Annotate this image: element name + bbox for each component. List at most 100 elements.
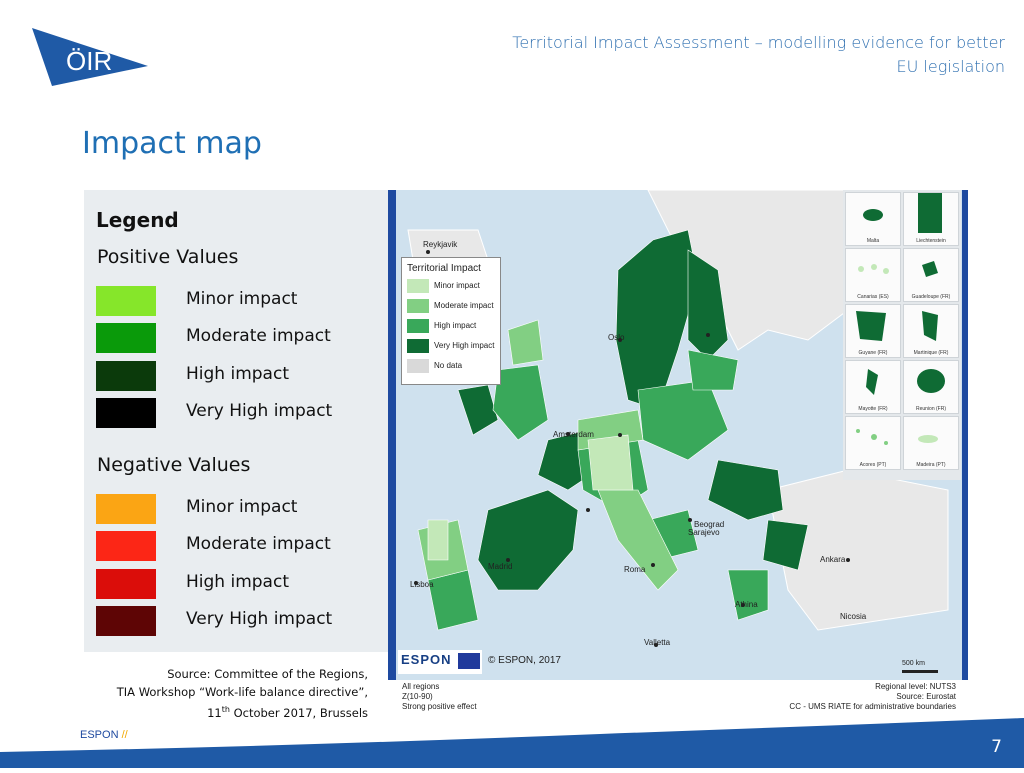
page-number: 7 (991, 737, 1002, 757)
map-legend-label: High impact (434, 321, 477, 330)
legend-row-positive-high: High impact (96, 361, 386, 393)
city-label-beograd: Beograd (694, 520, 725, 529)
city-label-athina: Athina (735, 600, 758, 609)
legend-label: Very High impact (186, 609, 333, 629)
inset-acores: Acores (PT) (845, 416, 901, 470)
source-date-suffix: th (221, 705, 230, 714)
legend-swatch (96, 361, 156, 391)
oir-logo: ÖIR (30, 26, 150, 88)
map-footer-text: Z(10-90) (402, 692, 433, 701)
presentation-title-line1: Territorial Impact Assessment – modellin… (512, 33, 1005, 52)
map-legend-row: No data (407, 359, 499, 375)
source-line: TIA Workshop “Work-life balance directiv… (116, 684, 368, 699)
legend-swatch (96, 531, 156, 561)
city-label-oslo: Oslo (608, 333, 625, 342)
slide-title: Impact map (82, 126, 262, 161)
city-label-reykjavik: Reykjavik (423, 240, 458, 249)
positive-values-heading: Positive Values (97, 246, 239, 268)
city-label-madrid: Madrid (488, 562, 513, 571)
negative-values-heading: Negative Values (97, 454, 251, 476)
source-citation: Source: Committee of the Regions, TIA Wo… (100, 666, 368, 722)
regions-minor (427, 434, 634, 561)
europe-map-graphic (407, 190, 949, 647)
city-label-roma: Roma (624, 565, 646, 574)
legend-label: Moderate impact (186, 326, 331, 346)
legend-row-negative-high: High impact (96, 569, 386, 601)
map-footer-text: Regional level: NUTS3 (875, 682, 956, 691)
map-copyright: © ESPON, 2017 (488, 655, 561, 666)
inset-guyane: Guyane (FR) (845, 304, 901, 358)
map-footer-text: Strong positive effect (402, 702, 477, 711)
map-legend-swatch (407, 339, 429, 353)
legend-row-positive-minor: Minor impact (96, 286, 386, 318)
legend-swatch (96, 286, 156, 316)
city-label-ankara: Ankara (820, 555, 846, 564)
map-footer-left: All regions Z(10-90) Strong positive eff… (402, 682, 477, 712)
espon-footer-brand: ESPON // (80, 729, 128, 741)
map-frame-left (388, 190, 396, 680)
map-legend-label: Moderate impact (434, 301, 494, 310)
map-legend: Territorial Impact Minor impact Moderate… (401, 257, 501, 385)
map-legend-swatch (407, 299, 429, 313)
regions-very-high (457, 229, 809, 591)
map-footer: All regions Z(10-90) Strong positive eff… (388, 680, 968, 718)
city-label-valletta: Valletta (644, 638, 671, 647)
source-date-rest: October 2017, Brussels (229, 705, 368, 720)
inset-caption: Guyane (FR) (858, 350, 888, 356)
legend-label: Very High impact (186, 401, 333, 421)
inset-caption: Madeira (PT) (916, 462, 946, 468)
legend-row-negative-very-high: Very High impact (96, 606, 386, 638)
map-footer-text: Source: Eurostat (896, 692, 956, 701)
legend-swatch (96, 494, 156, 524)
map-legend-label: Very High impact (434, 341, 495, 350)
source-line: 11th October 2017, Brussels (100, 701, 368, 722)
espon-footer-slashes: // (121, 729, 128, 741)
map-legend-label: Minor impact (434, 281, 480, 290)
legend-swatch (96, 569, 156, 599)
legend-row-positive-very-high: Very High impact (96, 398, 386, 430)
map-legend-title: Territorial Impact (407, 263, 481, 274)
legend-swatch (96, 606, 156, 636)
land-background (407, 190, 949, 631)
legend-label: High impact (186, 572, 289, 592)
inset-caption: Reunion (FR) (915, 406, 946, 412)
inset-mayotte: Mayotte (FR) (845, 360, 901, 414)
legend-swatch (96, 398, 156, 428)
source-date-day: 11 (207, 705, 222, 720)
presentation-title-line2: EU legislation (896, 57, 1005, 76)
legend-row-positive-moderate: Moderate impact (96, 323, 386, 355)
city-markers (414, 250, 850, 647)
legend-label: Moderate impact (186, 534, 331, 554)
scalebar-label: 500 km (902, 660, 925, 667)
map-legend-swatch (407, 359, 429, 373)
map-legend-label: No data (434, 361, 463, 370)
map-footer-right: Regional level: NUTS3 Source: Eurostat C… (789, 682, 956, 712)
inset-canarias: Canarias (ES) (845, 248, 901, 302)
map-frame-right (962, 190, 968, 680)
inset-caption: Martinique (FR) (913, 350, 949, 356)
eu-flag-icon (458, 653, 480, 669)
inset-madeira: Madeira (PT) (903, 416, 959, 470)
inset-caption: Liechtenstein (916, 238, 946, 244)
map-canvas: Reykjavik Oslo Amsterdam Sarajevo Roma M… (388, 190, 968, 690)
inset-malta: Malta (845, 192, 901, 246)
footer-band (0, 718, 1024, 768)
inset-caption: Acores (PT) (859, 462, 887, 468)
map-legend-swatch (407, 279, 429, 293)
map-legend-row: Very High impact (407, 339, 499, 355)
legend-panel: Legend Positive Values Minor impact Mode… (84, 190, 388, 652)
legend-heading: Legend (96, 208, 179, 232)
inset-caption: Guadeloupe (FR) (911, 294, 951, 300)
oir-logo-text: ÖIR (66, 46, 112, 76)
legend-label: Minor impact (186, 497, 298, 517)
presentation-title: Territorial Impact Assessment – modellin… (445, 31, 1005, 79)
legend-label: Minor impact (186, 289, 298, 309)
map-footer-text: CC - UMS RIATE for administrative bounda… (789, 702, 956, 711)
espon-footer-text: ESPON (80, 729, 119, 741)
inset-maps: Malta Liechtenstein Canarias (ES) Guadel… (843, 190, 961, 480)
map-legend-row: High impact (407, 319, 499, 335)
source-line: Source: Committee of the Regions, (167, 667, 368, 681)
inset-martinique: Martinique (FR) (903, 304, 959, 358)
legend-label: High impact (186, 364, 289, 384)
scalebar (902, 670, 938, 673)
